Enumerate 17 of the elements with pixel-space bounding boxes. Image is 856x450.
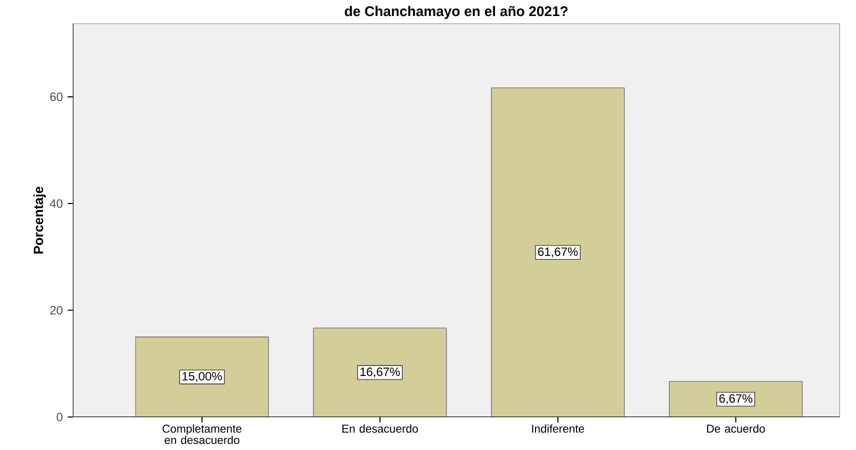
x-tick-label: Completamente en desacuerdo (162, 424, 242, 444)
data-label: 16,67% (360, 368, 400, 378)
bar (491, 88, 625, 417)
data-label: 15,00% (182, 372, 222, 382)
y-tick-label: 20 (50, 306, 62, 315)
bar (135, 336, 269, 417)
x-tick-label: Indiferente (532, 424, 584, 433)
y-tick-label: 0 (56, 412, 62, 422)
y-tick-label: 60 (50, 92, 62, 102)
x-tick-label: De acuerdo (707, 424, 765, 433)
x-tick-label: En desacuerdo (342, 424, 418, 433)
chart-title: de Chanchamayo en el año 2021? (344, 6, 568, 19)
data-label: 61,67% (538, 247, 578, 258)
data-label: 6,67% (719, 394, 752, 404)
y-tick-label: 40 (50, 199, 62, 208)
bar (313, 328, 447, 417)
y-axis-title: Porcentaje (33, 186, 46, 254)
